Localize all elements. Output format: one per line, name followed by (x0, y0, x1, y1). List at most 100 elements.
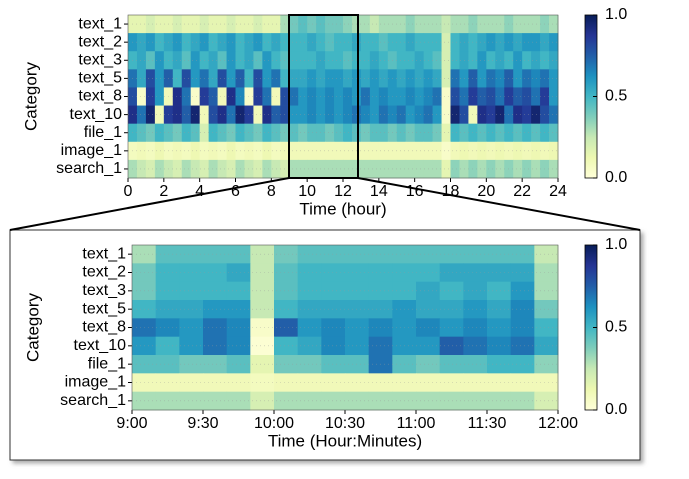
heatmap-cell (486, 159, 496, 179)
heatmap-cell (414, 159, 425, 179)
heatmap-cell (136, 51, 147, 70)
y-tick-label: text_8 (78, 88, 122, 105)
heatmap-cell (534, 336, 559, 356)
heatmap-cell (325, 159, 335, 179)
x-tick-label: 8 (267, 183, 276, 200)
heatmap-cell (513, 141, 523, 161)
x-tick-label: 10 (298, 183, 316, 200)
y-tick-label: text_8 (82, 319, 126, 336)
heatmap-cell (369, 105, 380, 125)
heatmap-cell (208, 33, 218, 52)
heatmap-cell (486, 141, 496, 161)
heatmap-cell (154, 87, 165, 106)
heatmap-cell (321, 373, 346, 393)
heatmap-cell (250, 263, 275, 283)
heatmap-cell (487, 373, 512, 393)
heatmap-cell (172, 15, 183, 34)
heatmap-cell (179, 318, 204, 338)
heatmap-cell (253, 69, 263, 88)
y-tick-label: text_3 (78, 51, 122, 68)
heatmap-cell (439, 336, 464, 356)
heatmap-cell (486, 123, 496, 143)
heatmap-cell (307, 141, 317, 161)
heatmap-cell (534, 391, 559, 411)
heatmap-cell (154, 15, 165, 34)
heatmap-cell (450, 105, 460, 125)
heatmap-cell (531, 33, 541, 52)
heatmap-cell (369, 51, 380, 70)
heatmap-cell (396, 87, 407, 106)
heatmap-cell (203, 336, 228, 356)
heatmap-cell (549, 87, 559, 106)
heatmap-cell (289, 87, 299, 106)
heatmap-cell (307, 51, 317, 70)
heatmap-cell (463, 263, 488, 283)
heatmap-cell (307, 123, 317, 143)
heatmap-cell (345, 355, 370, 374)
heatmap-cell (262, 123, 272, 143)
heatmap-cell (414, 15, 425, 34)
heatmap-cell (378, 105, 389, 125)
heatmap-cell (179, 355, 204, 374)
heatmap-cell (477, 33, 487, 52)
heatmap-cell (244, 51, 254, 70)
heatmap-cell (297, 318, 322, 338)
x-tick-label: 12:00 (538, 415, 578, 432)
heatmap-cell (179, 300, 204, 319)
heatmap-cell (343, 159, 353, 179)
heatmap-cell (414, 51, 425, 70)
heatmap-cell (405, 33, 416, 52)
heatmap-cell (208, 141, 218, 161)
heatmap-cell (190, 87, 201, 106)
heatmap-cell (334, 123, 344, 143)
heatmap-cell (226, 281, 251, 301)
heatmap-cell (208, 123, 218, 143)
heatmap-cell (477, 51, 487, 70)
heatmap-cell (334, 159, 344, 179)
heatmap-cell (190, 141, 201, 161)
heatmap-cell (360, 87, 371, 106)
x-tick-label: 2 (159, 183, 168, 200)
heatmap-cell (203, 300, 228, 319)
heatmap-cell (531, 51, 541, 70)
heatmap-cell (432, 123, 442, 143)
heatmap-frame (131, 244, 559, 411)
heatmap-cell (531, 15, 541, 34)
heatmap-cell (522, 123, 532, 143)
heatmap-cell (343, 15, 353, 34)
x-tick-label: 14 (370, 183, 388, 200)
heatmap-cell (274, 300, 299, 319)
heatmap-cell (154, 141, 165, 161)
heatmap-cell (181, 15, 192, 34)
heatmap-cell (450, 87, 460, 106)
heatmap-cell (439, 373, 464, 393)
heatmap-cell (217, 69, 227, 88)
heatmap-cell (136, 105, 147, 125)
heatmap-cell (378, 123, 389, 143)
heatmap-cell (487, 245, 512, 264)
heatmap-cell (145, 15, 156, 34)
heatmap-cell (468, 159, 478, 179)
charts: text_1text_2text_3text_5text_8text_10fil… (21, 6, 627, 450)
heatmap-cell (253, 141, 263, 161)
heatmap-cell (155, 300, 180, 319)
heatmap-cell (262, 141, 272, 161)
heatmap-cell (298, 105, 308, 125)
heatmap-cell (297, 300, 322, 319)
heatmap-cell (477, 123, 487, 143)
y-tick-label: text_1 (82, 245, 126, 262)
heatmap-cell (181, 87, 192, 106)
heatmap-cell (321, 355, 346, 374)
heatmap-cell (432, 51, 442, 70)
heatmap-cell (253, 33, 263, 52)
heatmap-cell (289, 123, 299, 143)
heatmap-cell (432, 105, 442, 125)
heatmap-cell (307, 87, 317, 106)
y-tick-label: text_1 (78, 15, 122, 32)
heatmap-cell (360, 123, 371, 143)
heatmap-cell (334, 141, 344, 161)
heatmap-cell (298, 141, 308, 161)
heatmap-cell (432, 33, 442, 52)
heatmap-cell (549, 51, 559, 70)
heatmap-cell (250, 391, 275, 411)
